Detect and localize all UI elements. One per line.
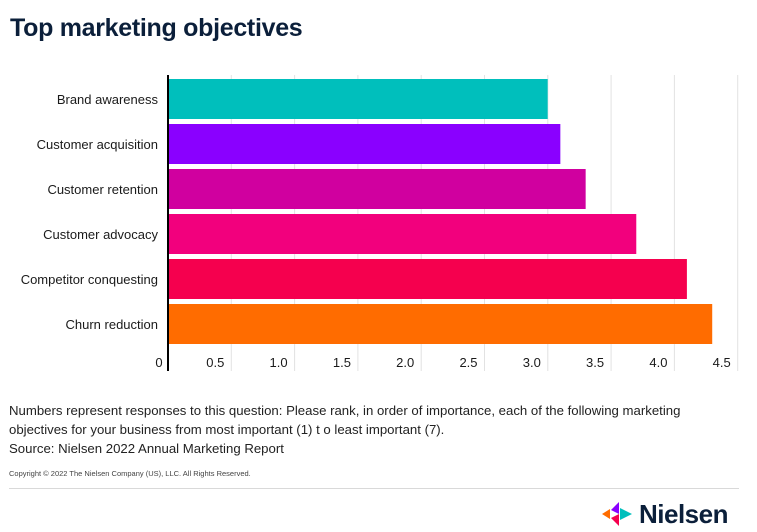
- divider: [9, 488, 739, 489]
- x-tick-label: 0: [155, 355, 162, 370]
- x-tick-label: 3.5: [586, 355, 604, 370]
- footnote-line-1: Numbers represent responses to this ques…: [9, 403, 681, 418]
- bar-customer-acquisition: [168, 124, 561, 164]
- x-tick-label: 1.5: [333, 355, 351, 370]
- bar-competitor-conquesting: [168, 259, 687, 299]
- x-tick-label: 2.5: [459, 355, 477, 370]
- x-tick-label: 4.0: [649, 355, 667, 370]
- category-labels: Brand awareness Customer acquisition Custo…: [21, 92, 159, 332]
- category-label: Competitor conquesting: [21, 272, 158, 287]
- category-label: Customer retention: [47, 182, 158, 197]
- x-tick-label: 3.0: [523, 355, 541, 370]
- bar-chart: Brand awareness Customer acquisition Custo…: [21, 75, 739, 371]
- copyright-text: Copyright © 2022 The Nielsen Company (US…: [9, 469, 251, 478]
- category-label: Customer acquisition: [37, 137, 158, 152]
- source-text: Source: Nielsen 2022 Annual Marketing Re…: [9, 441, 284, 456]
- nielsen-logo-text: Nielsen: [639, 498, 729, 529]
- chart-title: Top marketing objectives: [10, 14, 303, 42]
- logo-shape: [620, 508, 632, 520]
- footnote: Numbers represent responses to this ques…: [9, 401, 749, 458]
- bar-brand-awareness: [168, 79, 548, 119]
- x-tick-label: 0.5: [206, 355, 224, 370]
- logo-shape: [602, 509, 610, 519]
- bar-churn-reduction: [168, 304, 713, 344]
- category-label: Churn reduction: [66, 317, 159, 332]
- logo-shape: [611, 502, 619, 514]
- bars: [168, 79, 713, 344]
- nielsen-logo-mark-icon: [602, 502, 632, 526]
- x-tick-label: 2.0: [396, 355, 414, 370]
- category-label: Brand awareness: [57, 92, 159, 107]
- x-tick-labels: 0 0.5 1.0 1.5 2.0 2.5 3.0 3.5 4.0 4.5: [155, 355, 730, 370]
- category-label: Customer advocacy: [43, 227, 158, 242]
- footnote-line-2: objectives for your business from most i…: [9, 422, 445, 437]
- bar-customer-advocacy: [168, 214, 637, 254]
- nielsen-logo: Nielsen: [602, 498, 729, 529]
- x-tick-label: 4.5: [713, 355, 731, 370]
- logo-shape: [611, 514, 619, 526]
- x-tick-label: 1.0: [270, 355, 288, 370]
- bar-customer-retention: [168, 169, 586, 209]
